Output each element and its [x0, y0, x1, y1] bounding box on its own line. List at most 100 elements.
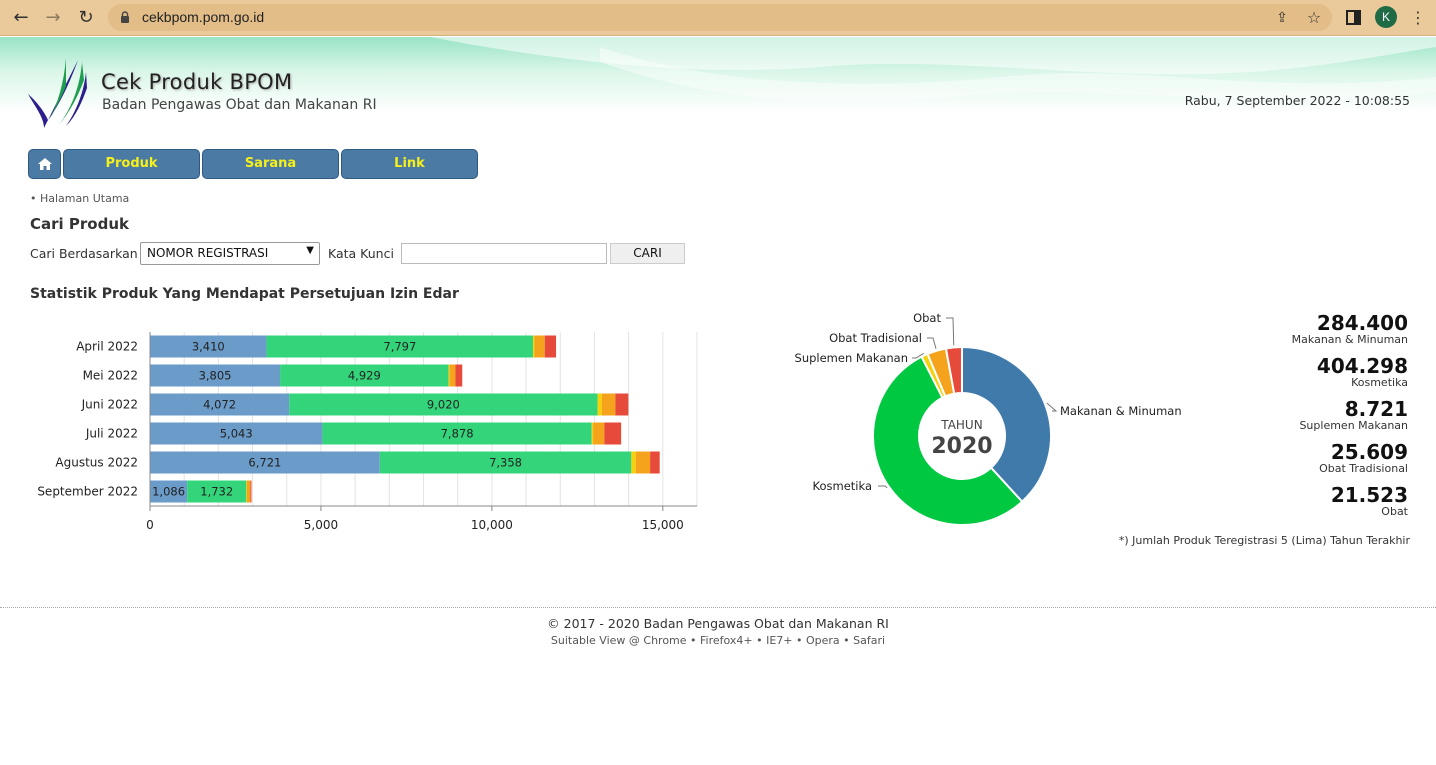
pie-slice: [961, 345, 1052, 504]
nav-home-button[interactable]: [28, 149, 61, 179]
total-item: 404.298 Kosmetika: [1317, 355, 1408, 389]
pie-slice: [920, 352, 947, 400]
breadcrumb[interactable]: • Halaman Utama: [30, 192, 130, 205]
data-label: 7,797: [383, 340, 416, 354]
nav-sarana[interactable]: Sarana: [202, 149, 339, 179]
bar-segment: [289, 393, 598, 416]
bar-segment: [534, 335, 545, 358]
slice-label: Obat: [913, 311, 941, 325]
nav-produk[interactable]: Produk: [63, 149, 200, 179]
donut-center-value: 2020: [931, 434, 992, 459]
browser-toolbar: ← → ↻ cekbpom.pom.go.id ⇪ ☆ K ⋮: [0, 0, 1436, 36]
bar-segment: [615, 393, 629, 416]
data-label: 7,878: [441, 427, 474, 441]
bar-segment: [631, 451, 636, 474]
slice-leader-line: [1046, 402, 1058, 412]
bar-segment: [604, 422, 622, 445]
total-value: 25.609: [1330, 440, 1408, 464]
category-label: April 2022: [76, 340, 138, 354]
slice-leader-line: [878, 485, 888, 489]
bar-segment: [650, 451, 660, 474]
bar-segment: [280, 364, 449, 387]
total-name: Obat Tradisional: [1319, 462, 1408, 475]
footer-divider: [0, 607, 1436, 608]
data-label: 3,410: [192, 340, 225, 354]
back-icon[interactable]: ←: [13, 7, 29, 28]
total-name: Suplemen Makanan: [1299, 419, 1408, 432]
monthly-bar-chart: April 2022 3,410 7,797 Mei 2022 3,805 4,929 Ju…: [37, 332, 698, 532]
search-title: Cari Produk: [30, 215, 129, 233]
total-item: 21.523 Obat: [1331, 484, 1408, 518]
bar-segment: [597, 393, 602, 416]
total-item: 284.400 Makanan & Minuman: [1292, 312, 1408, 346]
data-label: 3,805: [199, 369, 232, 383]
data-label: 1,732: [200, 485, 233, 499]
bar-segment: [533, 335, 535, 358]
total-value: 284.400: [1316, 311, 1408, 335]
totals-note: *) Jumlah Produk Teregistrasi 5 (Lima) T…: [1118, 534, 1410, 547]
pie-slice: [926, 347, 956, 398]
sidepanel-icon[interactable]: [1346, 10, 1361, 25]
total-name: Obat: [1381, 505, 1408, 518]
profile-avatar[interactable]: K: [1375, 6, 1397, 28]
slice-label: Kosmetika: [813, 479, 872, 493]
data-label: 6,721: [248, 456, 281, 470]
total-item: 25.609 Obat Tradisional: [1319, 441, 1408, 475]
slice-label: Suplemen Makanan: [795, 351, 908, 365]
forward-icon[interactable]: →: [45, 7, 61, 28]
category-label: Juni 2022: [81, 398, 138, 412]
bar-segment: [379, 451, 632, 474]
nav-link[interactable]: Link: [341, 149, 478, 179]
bar-segment: [544, 335, 557, 358]
slice-leader-line: [927, 337, 937, 349]
site-title: Cek Produk BPOM: [101, 70, 293, 94]
x-tick-label: 15,000: [642, 518, 684, 532]
pie-slice: [944, 345, 963, 395]
footer-copyright: © 2017 - 2020 Badan Pengawas Obat dan Ma…: [547, 616, 889, 631]
lock-icon: [121, 11, 129, 23]
slice-leader-line: [946, 317, 955, 346]
bar-segment: [601, 393, 616, 416]
url-text: cekbpom.pom.go.id: [142, 9, 265, 25]
total-value: 21.523: [1330, 483, 1408, 507]
bar-segment: [150, 335, 267, 358]
bar-segment: [150, 422, 323, 445]
bar-segment: [150, 480, 188, 503]
bar-segment: [322, 422, 592, 445]
search-by-value: NOMOR REGISTRASI: [147, 246, 269, 260]
total-name: Kosmetika: [1351, 376, 1408, 389]
menu-icon[interactable]: ⋮: [1410, 8, 1426, 27]
address-bar[interactable]: [108, 4, 1332, 31]
bar-segment: [455, 364, 463, 387]
x-tick-label: 5,000: [304, 518, 338, 532]
data-label: 4,072: [203, 398, 236, 412]
current-datetime: Rabu, 7 September 2022 - 10:08:55: [1184, 93, 1410, 108]
data-label: 5,043: [220, 427, 253, 441]
total-value: 404.298: [1316, 354, 1408, 378]
category-label: Juli 2022: [85, 427, 138, 441]
slice-label: Makanan & Minuman: [1060, 404, 1182, 418]
bar-segment: [635, 451, 651, 474]
reload-icon[interactable]: ↻: [78, 7, 94, 28]
data-label: 4,929: [348, 369, 381, 383]
bar-segment: [187, 480, 247, 503]
slice-leader-line: [912, 353, 924, 359]
chevron-down-icon: ▼: [306, 245, 314, 256]
bar-segment: [246, 480, 248, 503]
total-name: Makanan & Minuman: [1291, 333, 1408, 346]
search-by-select[interactable]: NOMOR REGISTRASI ▼: [140, 242, 320, 265]
search-by-label: Cari Berdasarkan: [30, 246, 138, 261]
bar-segment: [593, 422, 605, 445]
data-label: 9,020: [427, 398, 460, 412]
header-wave: [430, 37, 1436, 102]
data-label: 1,086: [152, 485, 185, 499]
data-label: 7,358: [489, 456, 522, 470]
home-icon: [37, 158, 52, 170]
share-icon[interactable]: ⇪: [1276, 10, 1288, 26]
bar-segment: [449, 364, 456, 387]
search-button[interactable]: CARI: [610, 243, 685, 264]
x-tick-label: 0: [146, 518, 154, 532]
star-icon[interactable]: ☆: [1306, 8, 1322, 27]
donut-center-label: TAHUN: [940, 418, 982, 432]
keyword-input[interactable]: [401, 243, 607, 264]
